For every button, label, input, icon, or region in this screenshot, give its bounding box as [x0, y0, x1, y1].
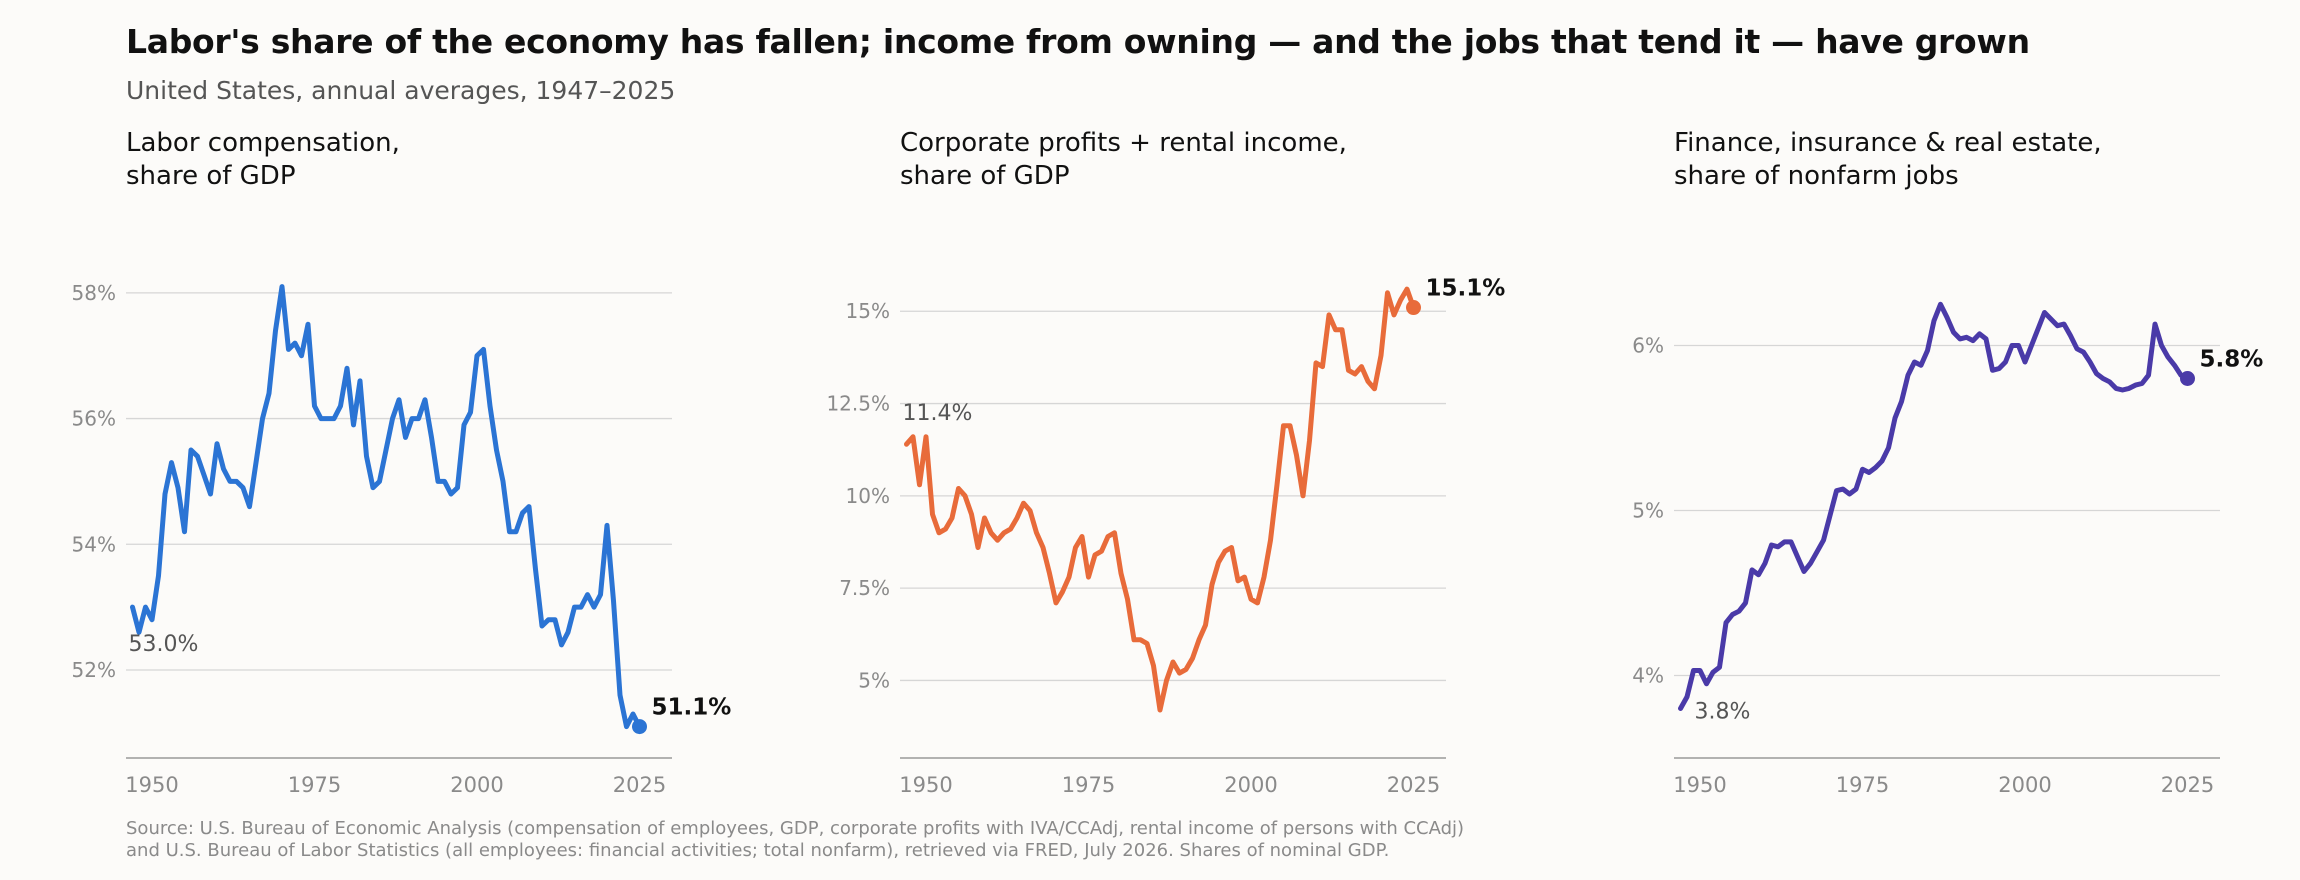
y-tick-label: 6%: [1632, 334, 1664, 358]
x-tick-label: 1975: [1836, 773, 1889, 797]
y-tick-label: 58%: [72, 281, 116, 305]
y-tick-label: 54%: [72, 532, 116, 556]
source-line-2: and U.S. Bureau of Labor Statistics (all…: [126, 840, 1390, 861]
panel-title-line-1: Labor compensation,: [126, 128, 400, 158]
source-line-1: Source: U.S. Bureau of Economic Analysis…: [126, 818, 1465, 839]
x-tick-label: 1950: [899, 773, 952, 797]
x-tick-label: 1950: [1673, 773, 1726, 797]
panel-title-line-2: share of GDP: [126, 161, 296, 191]
chart-panel-2: Corporate profits + rental income,share …: [826, 128, 1505, 797]
y-tick-label: 4%: [1632, 664, 1664, 688]
small-multiples-chart: Labor compensation,share of GDP52%54%56%…: [72, 128, 2264, 797]
panel-title-line-1: Corporate profits + rental income,: [900, 128, 1347, 158]
chart-title: Labor's share of the economy has fallen;…: [126, 22, 2030, 61]
series-line: [130, 284, 642, 730]
y-tick-label: 15%: [846, 299, 890, 323]
x-tick-label: 2000: [450, 773, 503, 797]
x-tick-label: 1950: [125, 773, 178, 797]
end-point-marker: [2180, 371, 2195, 386]
panel-title-line-1: Finance, insurance & real estate,: [1674, 128, 2102, 158]
y-tick-label: 7.5%: [839, 576, 890, 600]
y-tick-label: 5%: [1632, 499, 1664, 523]
x-tick-label: 2025: [1387, 773, 1440, 797]
x-tick-label: 1975: [288, 773, 341, 797]
x-tick-label: 2000: [1224, 773, 1277, 797]
end-value-label: 5.8%: [2200, 347, 2264, 373]
x-tick-label: 2025: [613, 773, 666, 797]
source-note: Source: U.S. Bureau of Economic Analysis…: [126, 818, 1626, 862]
series-line: [1678, 301, 2190, 711]
y-tick-label: 56%: [72, 407, 116, 431]
start-value-label: 53.0%: [129, 632, 199, 657]
panel-title-line-2: share of GDP: [900, 161, 1070, 191]
y-tick-label: 52%: [72, 658, 116, 682]
x-tick-label: 2025: [2161, 773, 2214, 797]
chart-panel-3: Finance, insurance & real estate,share o…: [1632, 128, 2263, 797]
end-value-label: 51.1%: [652, 695, 732, 721]
y-tick-label: 12.5%: [826, 392, 890, 416]
end-point-marker: [632, 719, 647, 735]
start-value-label: 3.8%: [1695, 700, 1751, 725]
y-tick-label: 10%: [846, 484, 890, 508]
start-value-label: 11.4%: [903, 401, 973, 426]
series-line: [904, 286, 1416, 713]
chart-subtitle: United States, annual averages, 1947–202…: [126, 76, 676, 105]
end-value-label: 15.1%: [1426, 276, 1506, 302]
y-tick-label: 5%: [858, 668, 890, 692]
panel-title-line-2: share of nonfarm jobs: [1674, 161, 1959, 191]
x-tick-label: 1975: [1062, 773, 1115, 797]
x-tick-label: 2000: [1998, 773, 2051, 797]
chart-panel-1: Labor compensation,share of GDP 52% 54% 56%…: [72, 128, 732, 797]
end-point-marker: [1406, 300, 1421, 316]
